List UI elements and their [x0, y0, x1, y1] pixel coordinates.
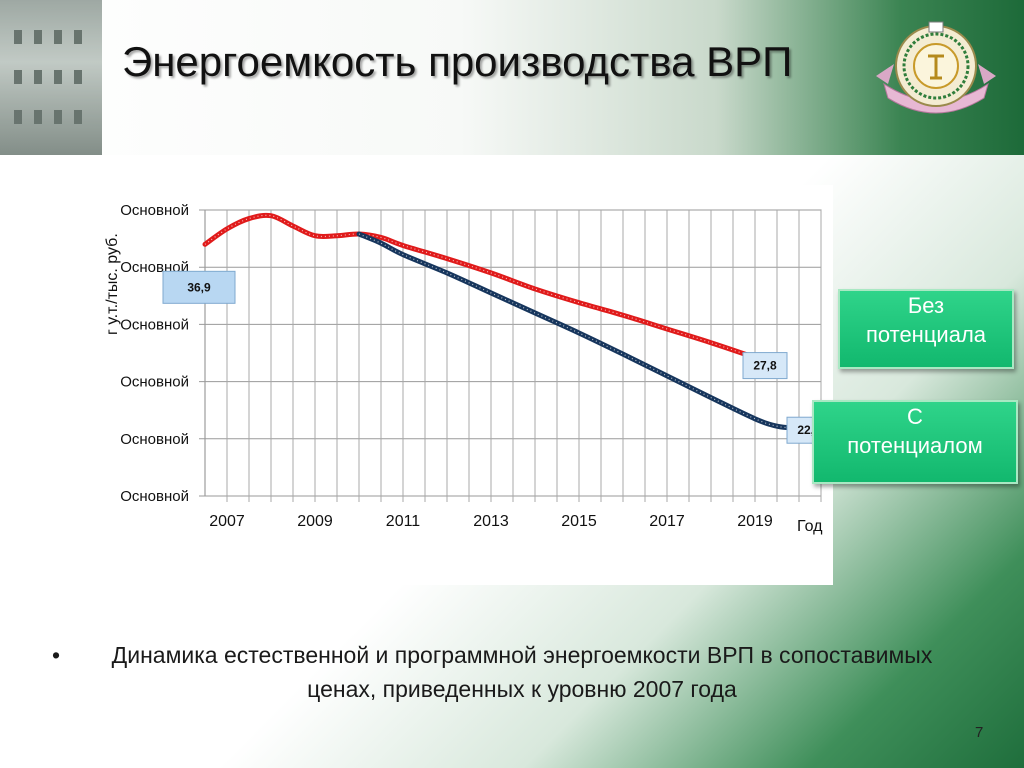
legend-without-potential: Без потенциала [838, 289, 1014, 369]
series-line-texture [204, 214, 778, 367]
series-line-with-potential [356, 231, 824, 433]
data-label: 27,8 [742, 352, 788, 380]
slide-title: Энергоемкость производства ВРП [122, 38, 793, 85]
data-label: 36,9 [162, 270, 236, 304]
x-axis-label: Год [797, 518, 823, 535]
data-label-text: 36,9 [187, 280, 211, 294]
bullet-dot-icon: • [52, 642, 61, 668]
y-axis-label: г у.т./тыс. руб. [104, 233, 121, 335]
slide-number: 7 [975, 724, 984, 741]
x-tick-label: 2013 [473, 513, 509, 530]
y-tick-label: Основной [120, 374, 189, 391]
chart-panel: Основной Основной Основной Основной Основной… [95, 185, 833, 585]
line-chart: Основной Основной Основной Основной Основной… [104, 202, 832, 535]
x-tick-label: 2017 [649, 513, 685, 530]
x-tick-label: 2009 [297, 513, 333, 530]
university-emblem-icon [876, 21, 996, 114]
legend-without-potential-line1: Без [907, 293, 945, 318]
x-tick-label: 2015 [561, 513, 597, 530]
y-tick-label: Основной [120, 431, 189, 448]
legend-without-potential-line2: потенциала [865, 322, 987, 347]
legend-with-potential: С потенциалом [812, 400, 1018, 484]
data-label-text: 27,8 [753, 359, 777, 373]
x-tick-label: 2007 [209, 513, 245, 530]
data-label-box [742, 352, 788, 380]
slide-header: Энергоемкость производства ВРП [0, 0, 1024, 155]
x-tick-label: 2011 [386, 513, 421, 530]
bullet-text: Динамика естественной и программной энер… [111, 642, 933, 702]
legend-with-potential-line2: потенциалом [847, 433, 983, 458]
y-tick-label: Основной [120, 488, 189, 505]
x-tick-label: 2019 [737, 513, 773, 530]
building-photo [0, 0, 102, 155]
y-tick-label: Основной [120, 202, 189, 219]
y-tick-label: Основной [120, 316, 189, 333]
legend-with-potential-line1: С [907, 404, 923, 429]
series-line-texture [358, 233, 822, 431]
data-label-box [162, 270, 236, 304]
